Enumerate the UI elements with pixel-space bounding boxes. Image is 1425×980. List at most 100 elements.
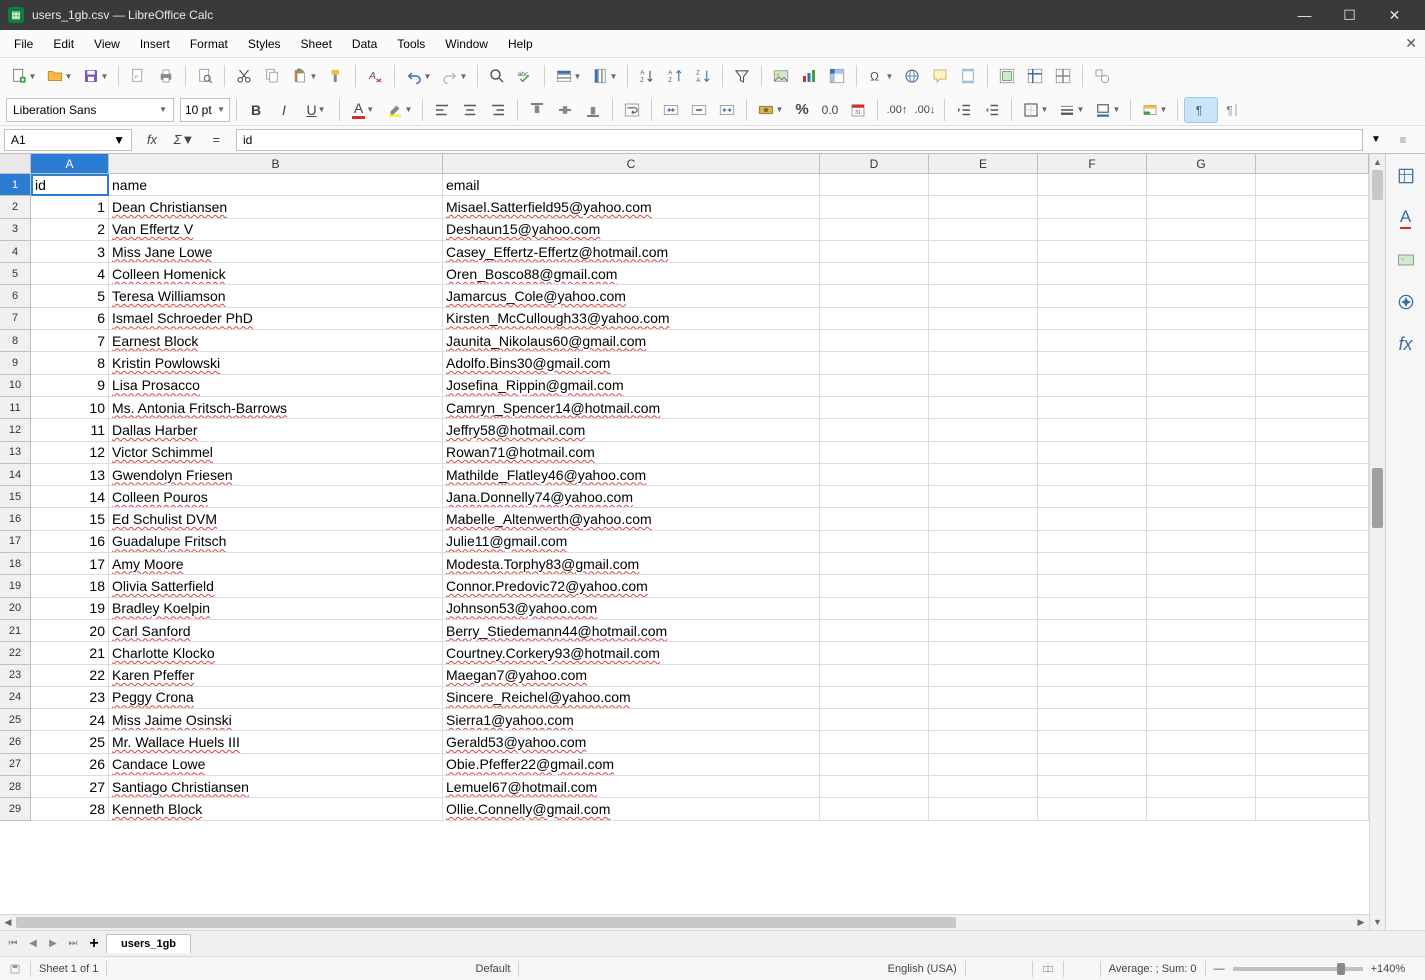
cell[interactable] — [1147, 308, 1256, 330]
cell[interactable]: Kenneth Block — [109, 798, 443, 820]
cell[interactable] — [929, 352, 1038, 374]
cell[interactable]: 22 — [31, 665, 109, 687]
cell[interactable] — [929, 375, 1038, 397]
cell[interactable] — [929, 241, 1038, 263]
cell[interactable]: Casey_Effertz-Effertz@hotmail.com — [443, 241, 820, 263]
cell[interactable] — [1147, 330, 1256, 352]
cell[interactable]: Jamarcus_Cole@yahoo.com — [443, 285, 820, 307]
cell[interactable] — [820, 575, 929, 597]
row-header[interactable]: 8 — [0, 330, 31, 352]
align-right-button[interactable] — [485, 97, 511, 123]
col-header-D[interactable]: D — [820, 154, 929, 174]
col-header-E[interactable]: E — [929, 154, 1038, 174]
cell[interactable]: Rowan71@hotmail.com — [443, 442, 820, 464]
cell[interactable] — [1038, 553, 1147, 575]
insert-pivot-button[interactable] — [824, 63, 850, 89]
merge-cells-button[interactable] — [658, 97, 684, 123]
cell[interactable] — [929, 798, 1038, 820]
italic-button[interactable]: I — [271, 97, 297, 123]
menu-tools[interactable]: Tools — [387, 33, 435, 55]
cell[interactable]: 14 — [31, 486, 109, 508]
cell[interactable]: Colleen Pouros — [109, 486, 443, 508]
cell[interactable]: Connor.Predovic72@yahoo.com — [443, 575, 820, 597]
row-header[interactable]: 13 — [0, 442, 31, 464]
cell[interactable] — [1038, 620, 1147, 642]
cell[interactable] — [820, 352, 929, 374]
cell[interactable]: 2 — [31, 219, 109, 241]
cell[interactable]: 19 — [31, 598, 109, 620]
cell[interactable] — [1038, 352, 1147, 374]
cell-blank[interactable] — [1256, 464, 1369, 486]
horizontal-scrollbar[interactable]: ◀ ▶ — [0, 914, 1369, 930]
cell[interactable]: Jaunita_Nikolaus60@gmail.com — [443, 330, 820, 352]
cell[interactable]: 27 — [31, 776, 109, 798]
cell[interactable] — [1038, 375, 1147, 397]
increase-indent-button[interactable] — [951, 97, 977, 123]
hscroll-thumb[interactable] — [16, 917, 956, 928]
cell-blank[interactable] — [1256, 263, 1369, 285]
copy-button[interactable] — [259, 63, 285, 89]
menu-styles[interactable]: Styles — [238, 33, 291, 55]
undo-button[interactable]: ▼ — [401, 63, 435, 89]
cell[interactable] — [929, 442, 1038, 464]
cell[interactable] — [820, 196, 929, 218]
cell[interactable] — [1038, 241, 1147, 263]
cell[interactable] — [929, 665, 1038, 687]
cell[interactable] — [1038, 598, 1147, 620]
spreadsheet-grid[interactable]: ABCDEFG 1idnameemail21Dean ChristiansenM… — [0, 154, 1369, 930]
cell[interactable]: Camryn_Spencer14@hotmail.com — [443, 397, 820, 419]
cell[interactable] — [1038, 330, 1147, 352]
date-button[interactable]: 31 — [845, 97, 871, 123]
cell[interactable]: Teresa Williamson — [109, 285, 443, 307]
cell-blank[interactable] — [1256, 397, 1369, 419]
cell[interactable] — [1038, 486, 1147, 508]
cell[interactable] — [1147, 285, 1256, 307]
cell-style-button[interactable]: ▼ — [1137, 97, 1171, 123]
cell-blank[interactable] — [1256, 553, 1369, 575]
styles-icon[interactable]: A — [1392, 204, 1420, 232]
cell[interactable] — [929, 397, 1038, 419]
row-header[interactable]: 18 — [0, 553, 31, 575]
currency-button[interactable]: ▼ — [753, 97, 787, 123]
gallery-icon[interactable] — [1392, 246, 1420, 274]
cell[interactable] — [929, 330, 1038, 352]
cell[interactable]: 25 — [31, 731, 109, 753]
cell[interactable]: Earnest Block — [109, 330, 443, 352]
row-header[interactable]: 25 — [0, 709, 31, 731]
cell[interactable] — [820, 464, 929, 486]
cell[interactable]: 15 — [31, 508, 109, 530]
menu-view[interactable]: View — [84, 33, 130, 55]
sum-button[interactable]: Σ▼ — [172, 129, 196, 151]
save-button[interactable]: ▼ — [78, 63, 112, 89]
cell[interactable]: Charlotte Klocko — [109, 642, 443, 664]
cell[interactable] — [1147, 419, 1256, 441]
cell[interactable]: Van Effertz V — [109, 219, 443, 241]
cell[interactable] — [820, 375, 929, 397]
cell[interactable] — [1147, 776, 1256, 798]
cell[interactable]: email — [443, 174, 820, 196]
scroll-right-icon[interactable]: ▶ — [1353, 915, 1369, 930]
row-header[interactable]: 20 — [0, 598, 31, 620]
cell[interactable]: Oren_Bosco88@gmail.com — [443, 263, 820, 285]
menu-file[interactable]: File — [4, 33, 43, 55]
cell[interactable] — [820, 219, 929, 241]
zoom-knob[interactable] — [1337, 963, 1345, 975]
cell[interactable]: Karen Pfeffer — [109, 665, 443, 687]
first-sheet-button[interactable]: ⏮ — [4, 935, 22, 953]
cell-blank[interactable] — [1256, 776, 1369, 798]
cell-blank[interactable] — [1256, 241, 1369, 263]
cell[interactable]: 11 — [31, 419, 109, 441]
col-header-C[interactable]: C — [443, 154, 820, 174]
cell[interactable] — [820, 553, 929, 575]
menu-format[interactable]: Format — [180, 33, 238, 55]
cell[interactable]: Dallas Harber — [109, 419, 443, 441]
cell[interactable]: name — [109, 174, 443, 196]
cell[interactable] — [1147, 687, 1256, 709]
language[interactable]: English (USA) — [888, 963, 957, 975]
cell[interactable] — [1038, 665, 1147, 687]
cell[interactable]: 17 — [31, 553, 109, 575]
cell[interactable]: 12 — [31, 442, 109, 464]
cell[interactable]: 21 — [31, 642, 109, 664]
cell[interactable] — [1038, 531, 1147, 553]
decrease-indent-button[interactable] — [979, 97, 1005, 123]
